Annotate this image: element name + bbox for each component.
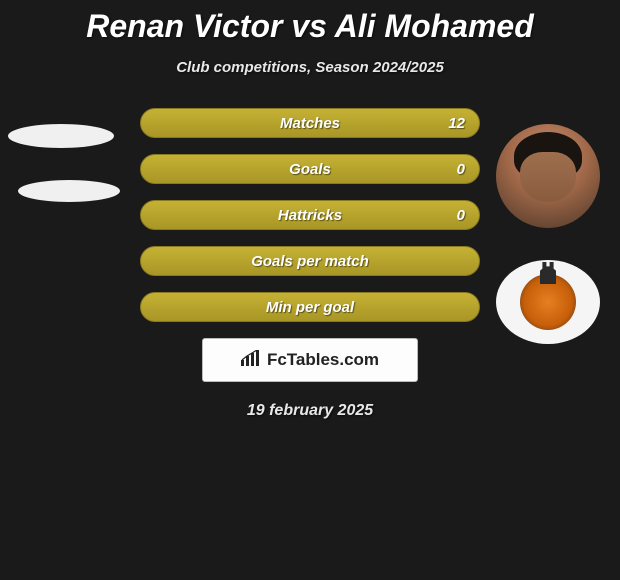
- stat-value: 0: [457, 161, 465, 178]
- stat-row-matches: Matches 12: [140, 108, 480, 138]
- stat-row-min-per-goal: Min per goal: [140, 292, 480, 322]
- stat-row-hattricks: Hattricks 0: [140, 200, 480, 230]
- stat-label: Matches: [280, 115, 340, 132]
- stat-label: Min per goal: [266, 299, 354, 316]
- date-label: 19 february 2025: [0, 402, 620, 420]
- stat-row-goals: Goals 0: [140, 154, 480, 184]
- stat-value: 0: [457, 207, 465, 224]
- stat-label: Goals: [289, 161, 331, 178]
- stat-label: Hattricks: [278, 207, 342, 224]
- page-title: Renan Victor vs Ali Mohamed: [0, 0, 620, 45]
- page-subtitle: Club competitions, Season 2024/2025: [0, 59, 620, 76]
- stat-value: 12: [448, 115, 465, 132]
- stat-label: Goals per match: [251, 253, 369, 270]
- stat-row-goals-per-match: Goals per match: [140, 246, 480, 276]
- badge-text: FcTables.com: [267, 350, 379, 370]
- chart-icon: [241, 350, 261, 371]
- stats-container: Matches 12 Goals 0 Hattricks 0 Goals per…: [0, 108, 620, 322]
- source-badge[interactable]: FcTables.com: [202, 338, 418, 382]
